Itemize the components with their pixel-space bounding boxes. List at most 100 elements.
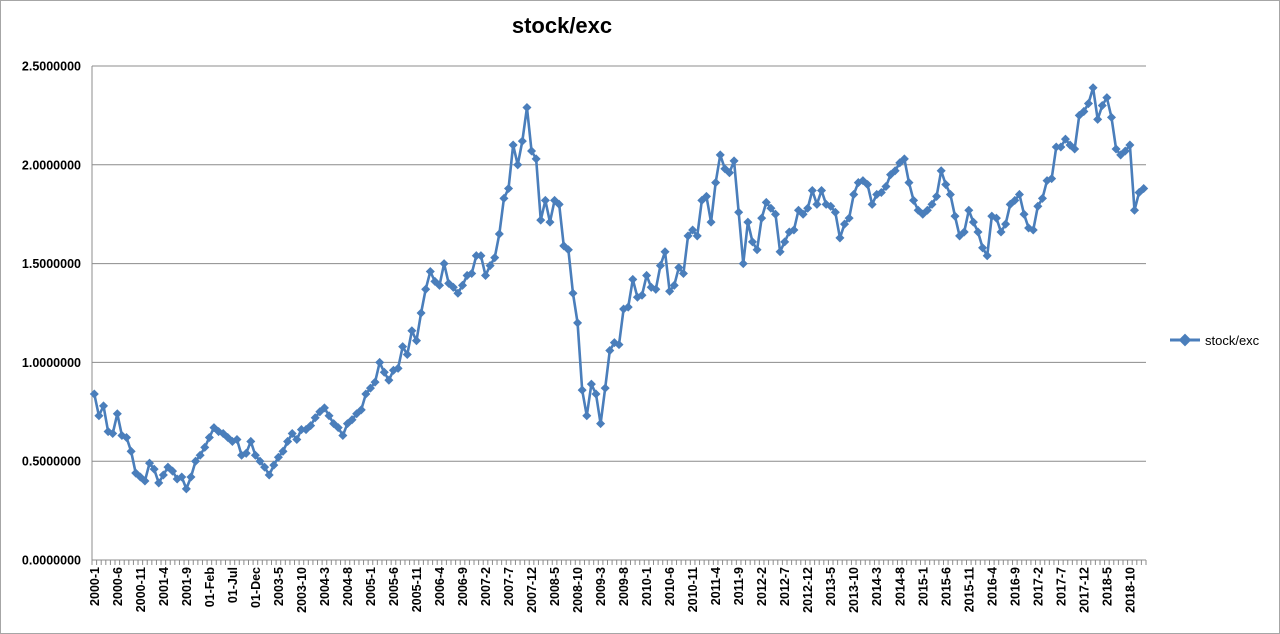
x-tick-label: 2005-11 bbox=[410, 567, 424, 612]
data-point bbox=[517, 136, 527, 146]
x-tick-label: 2010-6 bbox=[663, 567, 677, 606]
x-tick-label: 2006-9 bbox=[456, 567, 470, 606]
data-point bbox=[941, 180, 951, 190]
x-tick-label: 2017-2 bbox=[1031, 567, 1045, 606]
data-point bbox=[973, 227, 983, 237]
data-point bbox=[747, 237, 758, 247]
x-tick-label: 2008-10 bbox=[571, 567, 585, 613]
data-point bbox=[734, 207, 744, 217]
data-point bbox=[246, 436, 256, 446]
data-point bbox=[628, 274, 638, 284]
data-point bbox=[729, 156, 739, 166]
x-axis-ticks: 2000-1 2000-6 2000-11 2001-4 2001-9 01-Feb 01-… bbox=[88, 560, 1147, 613]
data-point bbox=[108, 429, 118, 439]
x-tick-label: 2017-12 bbox=[1077, 567, 1091, 613]
data-point bbox=[191, 456, 201, 466]
x-tick-label: 2016-4 bbox=[985, 567, 999, 606]
data-point bbox=[232, 434, 242, 444]
data-point bbox=[195, 450, 205, 460]
data-point bbox=[711, 178, 721, 188]
x-tick-label: 2011-9 bbox=[732, 567, 746, 605]
y-axis-ticks: 0.0000000 0.5000000 1.0000000 1.5000000 2.00… bbox=[22, 60, 81, 568]
data-point bbox=[968, 217, 978, 227]
data-point bbox=[623, 302, 633, 312]
data-point bbox=[1106, 112, 1117, 122]
x-tick-label: 2015-6 bbox=[939, 567, 953, 606]
data-point bbox=[480, 270, 491, 280]
data-point bbox=[140, 476, 150, 486]
data-point bbox=[439, 259, 449, 269]
data-point bbox=[803, 203, 813, 213]
data-point bbox=[250, 450, 260, 460]
data-point bbox=[1088, 83, 1098, 93]
x-tick-label: 2009-3 bbox=[594, 567, 608, 606]
chart-title: stock/exc bbox=[512, 13, 612, 38]
data-point bbox=[573, 318, 583, 328]
data-point bbox=[1014, 189, 1024, 199]
data-point bbox=[950, 211, 960, 221]
data-point bbox=[945, 189, 955, 199]
axes bbox=[91, 66, 1146, 561]
y-tick-label: 0.0000000 bbox=[22, 554, 81, 568]
x-tick-label: 2012-12 bbox=[801, 567, 815, 613]
data-point bbox=[780, 237, 790, 247]
data-point bbox=[508, 140, 518, 150]
x-tick-label: 2000-1 bbox=[88, 567, 102, 606]
data-point bbox=[89, 389, 99, 399]
data-point bbox=[600, 383, 610, 393]
data-point bbox=[522, 102, 532, 113]
data-point bbox=[1129, 205, 1140, 215]
data-point bbox=[563, 245, 573, 255]
data-point bbox=[181, 484, 191, 494]
data-point bbox=[706, 217, 716, 227]
data-point bbox=[425, 266, 435, 277]
data-point bbox=[204, 432, 214, 443]
x-tick-label: 2010-1 bbox=[640, 567, 654, 606]
data-point bbox=[476, 251, 486, 261]
y-tick-label: 2.5000000 bbox=[22, 60, 81, 74]
series-stock-exc bbox=[89, 83, 1149, 494]
gridlines bbox=[92, 65, 1146, 462]
data-point bbox=[407, 326, 417, 336]
data-point bbox=[936, 166, 946, 176]
x-tick-label: 2009-8 bbox=[617, 567, 631, 606]
x-tick-label: 2016-9 bbox=[1008, 567, 1022, 606]
y-tick-label: 1.5000000 bbox=[22, 257, 81, 271]
data-point bbox=[186, 472, 196, 482]
data-point bbox=[849, 189, 859, 199]
x-tick-label: 2005-6 bbox=[387, 567, 401, 606]
data-point bbox=[158, 470, 168, 480]
data-point bbox=[586, 379, 596, 389]
data-point bbox=[757, 213, 767, 223]
x-tick-label: 2004-3 bbox=[318, 567, 332, 606]
data-point bbox=[499, 193, 509, 203]
legend-label: stock/exc bbox=[1205, 333, 1260, 348]
x-tick-label: 2013-5 bbox=[824, 567, 838, 606]
data-point bbox=[145, 458, 155, 468]
data-point bbox=[513, 160, 523, 170]
data-point bbox=[411, 336, 422, 346]
x-tick-label: 2017-7 bbox=[1054, 567, 1068, 606]
data-point bbox=[743, 217, 753, 227]
data-point bbox=[761, 197, 771, 207]
data-point bbox=[596, 419, 606, 429]
data-point bbox=[909, 195, 919, 205]
x-tick-label: 2007-12 bbox=[525, 567, 539, 613]
data-point bbox=[867, 199, 877, 209]
x-tick-label: 2000-11 bbox=[134, 567, 148, 612]
data-point bbox=[200, 442, 210, 452]
x-tick-label: 2018-10 bbox=[1123, 567, 1137, 613]
x-tick-label: 2001-9 bbox=[180, 567, 194, 606]
x-tick-label: 2000-6 bbox=[111, 567, 125, 606]
data-point bbox=[830, 207, 840, 217]
x-tick-label: 2018-5 bbox=[1100, 567, 1114, 606]
data-point bbox=[738, 259, 748, 269]
data-point bbox=[94, 411, 104, 421]
data-point bbox=[98, 401, 109, 411]
x-tick-label: 2010-11 bbox=[686, 567, 700, 612]
data-point bbox=[154, 478, 164, 488]
data-point bbox=[168, 466, 178, 476]
data-point bbox=[816, 185, 827, 196]
x-tick-label: 2014-3 bbox=[870, 567, 884, 606]
